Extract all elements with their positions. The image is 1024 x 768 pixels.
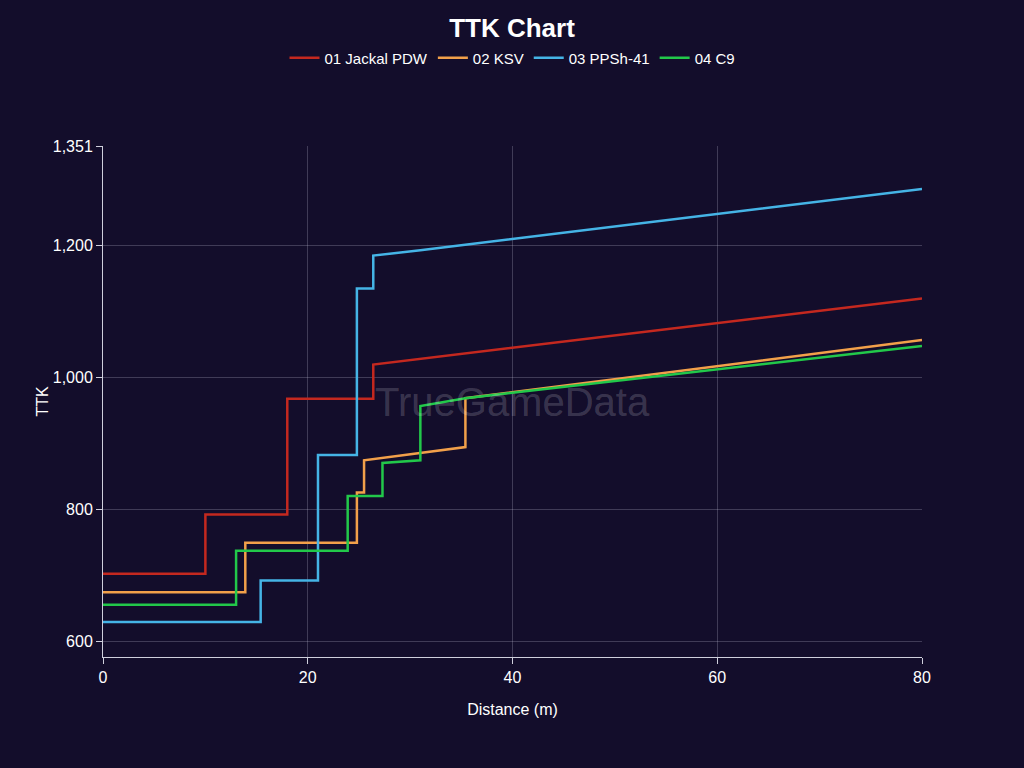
svg-text:TTK: TTK [34,386,51,417]
svg-text:80: 80 [913,669,931,686]
svg-text:TrueGameData: TrueGameData [375,380,650,424]
svg-text:Distance (m): Distance (m) [467,701,558,718]
svg-text:800: 800 [66,501,93,518]
svg-text:02 KSV: 02 KSV [473,50,524,67]
svg-text:1,200: 1,200 [53,237,93,254]
svg-text:40: 40 [504,669,522,686]
svg-text:01 Jackal PDW: 01 Jackal PDW [325,50,428,67]
svg-text:04 C9: 04 C9 [695,50,735,67]
svg-text:600: 600 [66,633,93,650]
svg-text:03 PPSh-41: 03 PPSh-41 [569,50,650,67]
svg-text:TTK Chart: TTK Chart [449,13,575,43]
svg-text:60: 60 [708,669,726,686]
svg-text:1,351: 1,351 [53,138,93,155]
svg-text:0: 0 [99,669,108,686]
svg-text:20: 20 [299,669,317,686]
svg-text:1,000: 1,000 [53,369,93,386]
